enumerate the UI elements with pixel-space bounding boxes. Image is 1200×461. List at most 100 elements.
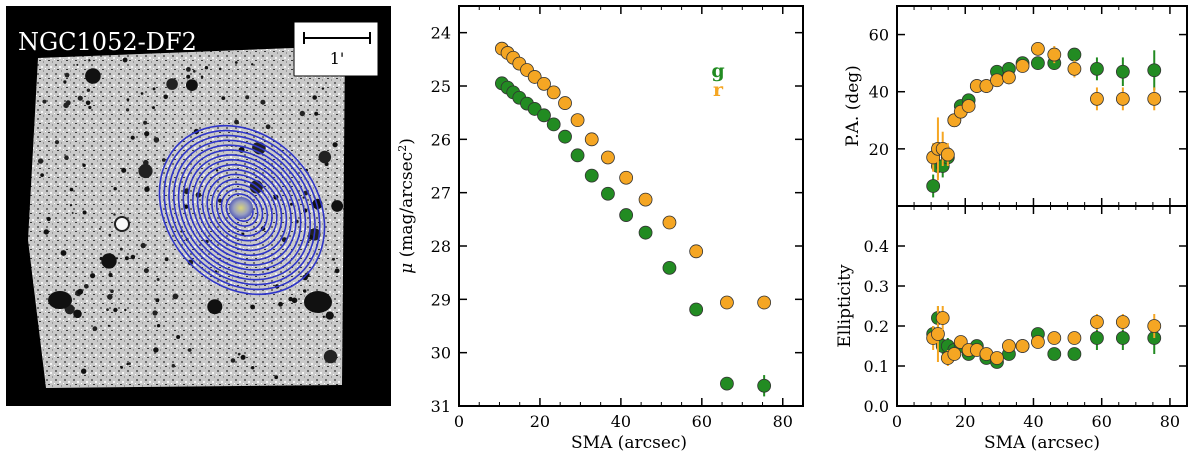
x-tick-label: 0: [454, 412, 464, 431]
data-point-r: [1031, 335, 1045, 349]
star: [314, 111, 319, 116]
star: [115, 257, 119, 260]
data-point-r: [1147, 91, 1162, 106]
star: [37, 158, 44, 164]
data-point-r: [546, 85, 561, 100]
star: [64, 155, 69, 160]
data-point-r: [570, 113, 585, 128]
star: [251, 366, 255, 370]
data-point-g: [720, 376, 734, 391]
star: [323, 349, 338, 364]
star: [65, 100, 71, 106]
star: [291, 297, 298, 304]
scalebar-box: [293, 21, 379, 77]
data-point-r: [1002, 339, 1016, 353]
y-tick-label: 27: [431, 184, 451, 203]
star: [113, 307, 118, 313]
star: [108, 233, 112, 237]
data-point-r: [1015, 59, 1030, 73]
data-point-r: [931, 327, 945, 341]
data-point-g: [1147, 63, 1162, 78]
star: [88, 59, 91, 62]
data-point-g: [926, 179, 941, 193]
isophote: [225, 193, 259, 227]
star: [73, 309, 82, 319]
x-tick-label: 0: [892, 412, 902, 431]
scalebar-label: 1': [330, 49, 345, 68]
star: [274, 375, 279, 380]
x-tick-label: 20: [530, 412, 550, 431]
star: [207, 299, 223, 315]
star: [90, 273, 96, 279]
y-tick-label: 26: [431, 130, 451, 149]
x-tick-label: 40: [611, 412, 631, 431]
star: [110, 289, 114, 294]
star: [126, 98, 130, 101]
ellipticity-frame: [896, 205, 1188, 407]
star: [250, 304, 256, 310]
star: [161, 158, 166, 162]
data-point-r: [935, 311, 950, 325]
star: [82, 163, 86, 167]
data-point-r: [527, 70, 542, 84]
isophote: [201, 168, 283, 252]
data-point-g: [1067, 47, 1082, 62]
legend-r: r: [713, 79, 724, 101]
data-point-g: [1031, 56, 1045, 71]
x-tick-label: 60: [692, 412, 712, 431]
star: [237, 352, 241, 356]
x-axis-label-2: SMA (arcsec): [984, 433, 1100, 453]
star: [60, 250, 67, 256]
y-tick-label: 40: [869, 83, 889, 102]
data-point-g: [1047, 347, 1062, 361]
star: [152, 106, 155, 110]
dark-blob: [304, 291, 332, 313]
star: [265, 124, 271, 130]
star: [187, 348, 192, 352]
image-title: NGC1052-DF2: [18, 28, 197, 56]
data-point-r: [1015, 339, 1030, 353]
legend-g: g: [711, 60, 724, 82]
star: [107, 324, 110, 327]
star: [251, 63, 254, 66]
data-point-r: [601, 150, 615, 165]
data-point-r: [1115, 315, 1130, 329]
star: [124, 308, 127, 312]
star: [184, 204, 189, 209]
star: [288, 296, 293, 302]
star: [171, 364, 176, 368]
star: [186, 67, 191, 72]
star: [163, 94, 168, 100]
surface-brightness-frame: [458, 5, 804, 407]
galaxy-core: [229, 197, 253, 219]
isophote: [182, 149, 302, 271]
star: [155, 298, 160, 303]
star: [126, 362, 129, 366]
star: [334, 268, 340, 274]
data-point-r: [558, 96, 572, 110]
isophote: [187, 154, 297, 266]
star: [113, 213, 116, 216]
data-point-g: [689, 302, 704, 317]
dark-blob: [48, 291, 72, 309]
star: [121, 167, 127, 173]
data-point-r: [1090, 91, 1104, 106]
surface-brightness-panel: 0 20 40 60 80 24 25 26 27 28 29 30 31 SMA (arcsec) μ…: [396, 5, 804, 453]
y-tick-label: 28: [431, 237, 451, 256]
star: [140, 92, 144, 95]
x-tick-label: 60: [1092, 412, 1112, 431]
isophote-ellipses: [158, 124, 326, 296]
star: [106, 308, 109, 311]
data-point-r: [619, 170, 634, 185]
star: [88, 105, 92, 110]
isophote: [220, 188, 264, 232]
data-point-r: [537, 76, 551, 91]
star: [126, 108, 130, 112]
data-point-r: [1115, 91, 1130, 106]
star: [69, 187, 74, 192]
position-angle-frame: [896, 5, 1188, 207]
data-point-r: [757, 295, 772, 310]
star: [152, 310, 158, 316]
star: [303, 289, 307, 293]
